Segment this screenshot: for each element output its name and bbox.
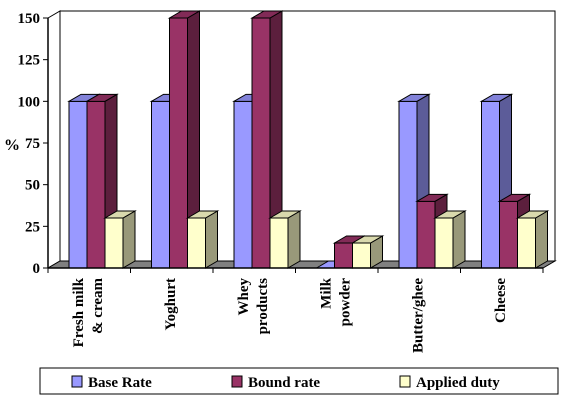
bar-front bbox=[233, 100, 253, 269]
y-axis-label: % bbox=[4, 137, 20, 154]
y-tick-label: 100 bbox=[18, 94, 41, 110]
bars bbox=[67, 10, 550, 269]
bar-front bbox=[517, 217, 536, 269]
side-wall bbox=[47, 10, 61, 269]
bar-front bbox=[68, 100, 88, 269]
bar-front bbox=[499, 200, 518, 269]
bar bbox=[167, 10, 202, 269]
bar-front bbox=[169, 17, 188, 269]
y-tick-label: 0 bbox=[33, 261, 41, 277]
bar-front bbox=[481, 100, 500, 269]
bar-side bbox=[287, 210, 301, 269]
chart-walls bbox=[46, 10, 557, 269]
back-wall bbox=[59, 10, 556, 262]
bar-side bbox=[535, 210, 548, 269]
legend-entry: Applied duty bbox=[416, 375, 500, 391]
bar-front bbox=[416, 200, 436, 269]
bar bbox=[250, 10, 284, 269]
bar-front bbox=[398, 100, 418, 269]
x-tick-label: & cream bbox=[90, 278, 106, 334]
legend-swatch bbox=[71, 375, 83, 388]
bar-side bbox=[205, 210, 218, 269]
bar-top bbox=[397, 93, 431, 102]
bar-front bbox=[187, 217, 206, 269]
x-tick-label: Fresh milk bbox=[71, 277, 87, 347]
legend-swatch bbox=[231, 375, 243, 388]
bar bbox=[268, 210, 302, 269]
y-tick-label: 125 bbox=[18, 53, 41, 69]
legend-swatch bbox=[399, 375, 411, 388]
legend: Base Rate Bound rate Applied duty bbox=[39, 367, 559, 395]
legend-entry: Base Rate bbox=[88, 375, 152, 391]
bar-top bbox=[433, 210, 467, 219]
y-tick-label: 50 bbox=[25, 178, 40, 194]
x-tick-label: Cheese bbox=[493, 278, 509, 323]
legend-box bbox=[39, 367, 559, 395]
bar-front bbox=[434, 217, 454, 269]
bar bbox=[185, 210, 220, 269]
bar-front bbox=[334, 242, 353, 269]
x-tick-label: powder bbox=[337, 278, 353, 327]
bar-top bbox=[479, 93, 514, 102]
bar bbox=[433, 210, 467, 269]
bar-front bbox=[86, 100, 106, 269]
bar-top bbox=[350, 235, 385, 244]
x-tick-label: Yoghurt bbox=[163, 278, 179, 331]
bar-top bbox=[497, 193, 532, 202]
x-tick-label: Butter/ghee bbox=[410, 278, 426, 353]
y-tick-label: 25 bbox=[25, 219, 40, 235]
y-tick-label: 75 bbox=[25, 136, 40, 152]
bar-front bbox=[251, 17, 271, 269]
bar-top bbox=[167, 10, 202, 19]
bar-top bbox=[85, 93, 119, 102]
bar-top bbox=[103, 210, 137, 219]
bar bbox=[350, 235, 385, 269]
bar-top bbox=[415, 193, 449, 202]
bar-top bbox=[515, 210, 550, 219]
bar-front bbox=[104, 217, 124, 269]
x-tick-label: products bbox=[255, 278, 271, 335]
bar-side bbox=[122, 210, 136, 269]
bar-top bbox=[268, 210, 302, 219]
bar-front bbox=[151, 100, 170, 269]
bar bbox=[103, 210, 137, 269]
bar-front bbox=[352, 242, 371, 269]
x-tick-label: Milk bbox=[318, 277, 334, 308]
x-tick-label: Whey bbox=[236, 278, 252, 316]
y-tick-label: 150 bbox=[18, 11, 41, 27]
bar bbox=[515, 210, 550, 269]
bar-side bbox=[452, 210, 466, 269]
x-axis: Fresh milk & cream Yoghurt Whey products Milk… bbox=[47, 267, 544, 353]
legend-entry: Bound rate bbox=[248, 375, 320, 391]
bar-top bbox=[250, 10, 284, 19]
bar-front bbox=[269, 217, 289, 269]
bar-top bbox=[185, 210, 220, 219]
y-axis: 0 25 50 75 100 125 150% bbox=[4, 11, 49, 277]
